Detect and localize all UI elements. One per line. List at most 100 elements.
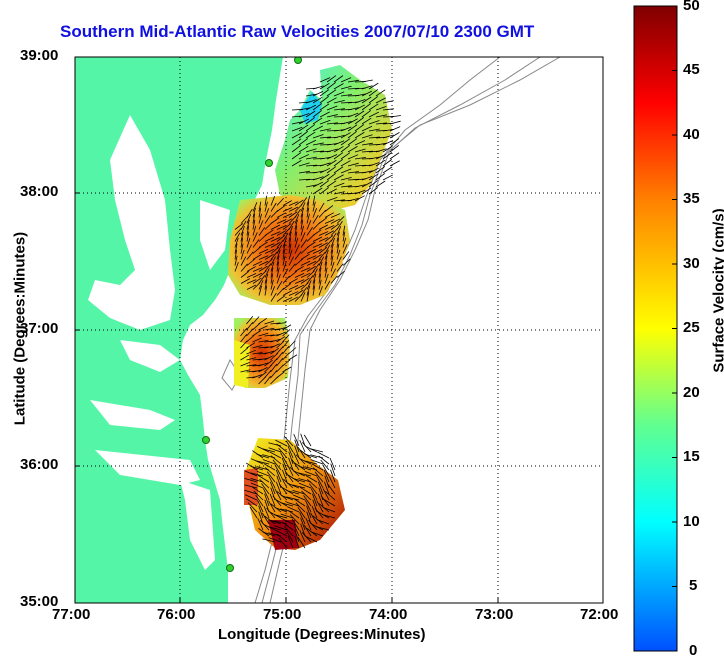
velocity-arrow (240, 333, 248, 343)
velocity-arrow (270, 231, 281, 236)
velocity-arrow (270, 455, 282, 465)
velocity-arrow (347, 79, 359, 83)
velocity-arrow (306, 201, 310, 212)
velocity-arrow (336, 216, 345, 224)
velocity-arrow (325, 490, 336, 501)
radar-site-marker (226, 564, 234, 572)
velocity-arrow (234, 237, 239, 248)
velocity-arrow (306, 213, 310, 224)
velocity-arrow (340, 152, 351, 160)
velocity-arrow (303, 434, 312, 447)
velocity-arrow (258, 317, 267, 325)
velocity-arrow (264, 273, 269, 284)
velocity-arrow (270, 322, 281, 325)
velocity-arrow (276, 267, 280, 278)
velocity-arrow (280, 452, 288, 465)
velocity-vectors (234, 75, 401, 549)
velocity-arrow (288, 256, 294, 266)
velocity-arrow (282, 237, 287, 248)
velocity-arrow (266, 507, 276, 519)
velocity-arrow (324, 230, 335, 236)
y-tick-label: 39:00 (20, 47, 59, 64)
y-tick-label: 35:00 (20, 593, 59, 610)
velocity-arrow (326, 114, 338, 118)
velocity-arrow (318, 231, 329, 236)
velocity-arrow (319, 156, 331, 160)
velocity-arrow (330, 223, 340, 230)
velocity-arrow (306, 255, 317, 260)
velocity-arrow (326, 75, 337, 83)
velocity-arrow (375, 97, 386, 104)
velocity-arrow (361, 175, 373, 181)
velocity-arrow (311, 463, 324, 471)
velocity-arrow (326, 89, 337, 97)
velocity-arrow (286, 501, 300, 507)
velocity-arrow (389, 160, 400, 167)
velocity-arrow (294, 445, 300, 459)
velocity-arrow (306, 195, 311, 206)
velocity-arrow (354, 195, 365, 202)
velocity-arrow (286, 530, 294, 543)
velocity-arrow (282, 255, 286, 266)
velocity-arrow (258, 234, 267, 242)
velocity-arrow (340, 138, 351, 146)
velocity-arrow (294, 529, 300, 543)
velocity-arrow (282, 227, 291, 236)
velocity-arrow (308, 483, 318, 495)
velocity-arrow (270, 352, 279, 361)
velocity-arrow (330, 243, 334, 254)
velocity-arrow (240, 271, 250, 278)
velocity-arrow (375, 166, 386, 174)
velocity-arrow (269, 493, 276, 507)
velocity-arrow (305, 164, 317, 167)
velocity-arrow (270, 267, 274, 278)
velocity-arrow (240, 340, 248, 349)
velocity-arrow (330, 218, 341, 224)
velocity-arrow (286, 506, 300, 513)
velocity-arrow (240, 278, 250, 284)
velocity-arrow (285, 471, 294, 483)
velocity-arrow (333, 174, 344, 181)
velocity-arrow (326, 159, 337, 167)
velocity-arrow (262, 531, 276, 537)
velocity-arrow (312, 263, 320, 272)
velocity-arrow (288, 211, 298, 218)
velocity-arrow (294, 279, 305, 284)
velocity-arrow (319, 103, 330, 111)
velocity-arrow (336, 249, 341, 260)
velocity-arrow (276, 443, 288, 453)
velocity-arrow (354, 189, 366, 195)
velocity-arrow (282, 352, 290, 361)
velocity-arrow (300, 213, 304, 224)
velocity-arrow (300, 219, 304, 230)
velocity-arrow (278, 447, 288, 459)
velocity-arrow (288, 278, 298, 284)
velocity-arrow (389, 152, 400, 160)
velocity-arrow (280, 508, 294, 513)
velocity-arrow (246, 251, 254, 260)
colorbar-tick-label: 25 (683, 319, 700, 336)
velocity-arrow (347, 162, 359, 167)
x-tick-label: 73:00 (475, 606, 514, 623)
velocity-arrow (270, 358, 278, 367)
velocity-arrow (300, 232, 306, 242)
velocity-arrow (312, 229, 322, 236)
velocity-arrow (234, 255, 238, 266)
velocity-arrow (326, 196, 338, 202)
velocity-arrow (264, 355, 274, 361)
velocity-arrow (258, 357, 269, 361)
velocity-arrow (354, 148, 366, 153)
velocity-arrow (294, 225, 298, 236)
velocity-arrow (361, 117, 372, 125)
velocity-arrow (310, 512, 318, 525)
velocity-arrow (336, 220, 343, 230)
velocity-arrow (382, 174, 393, 181)
velocity-arrow (270, 286, 276, 296)
velocity-arrow (326, 105, 338, 111)
velocity-arrow (294, 294, 303, 302)
velocity-arrow (281, 457, 288, 471)
velocity-arrow (354, 93, 366, 97)
velocity-arrow (288, 201, 299, 206)
velocity-arrow (258, 325, 268, 331)
velocity-arrow (288, 263, 296, 272)
